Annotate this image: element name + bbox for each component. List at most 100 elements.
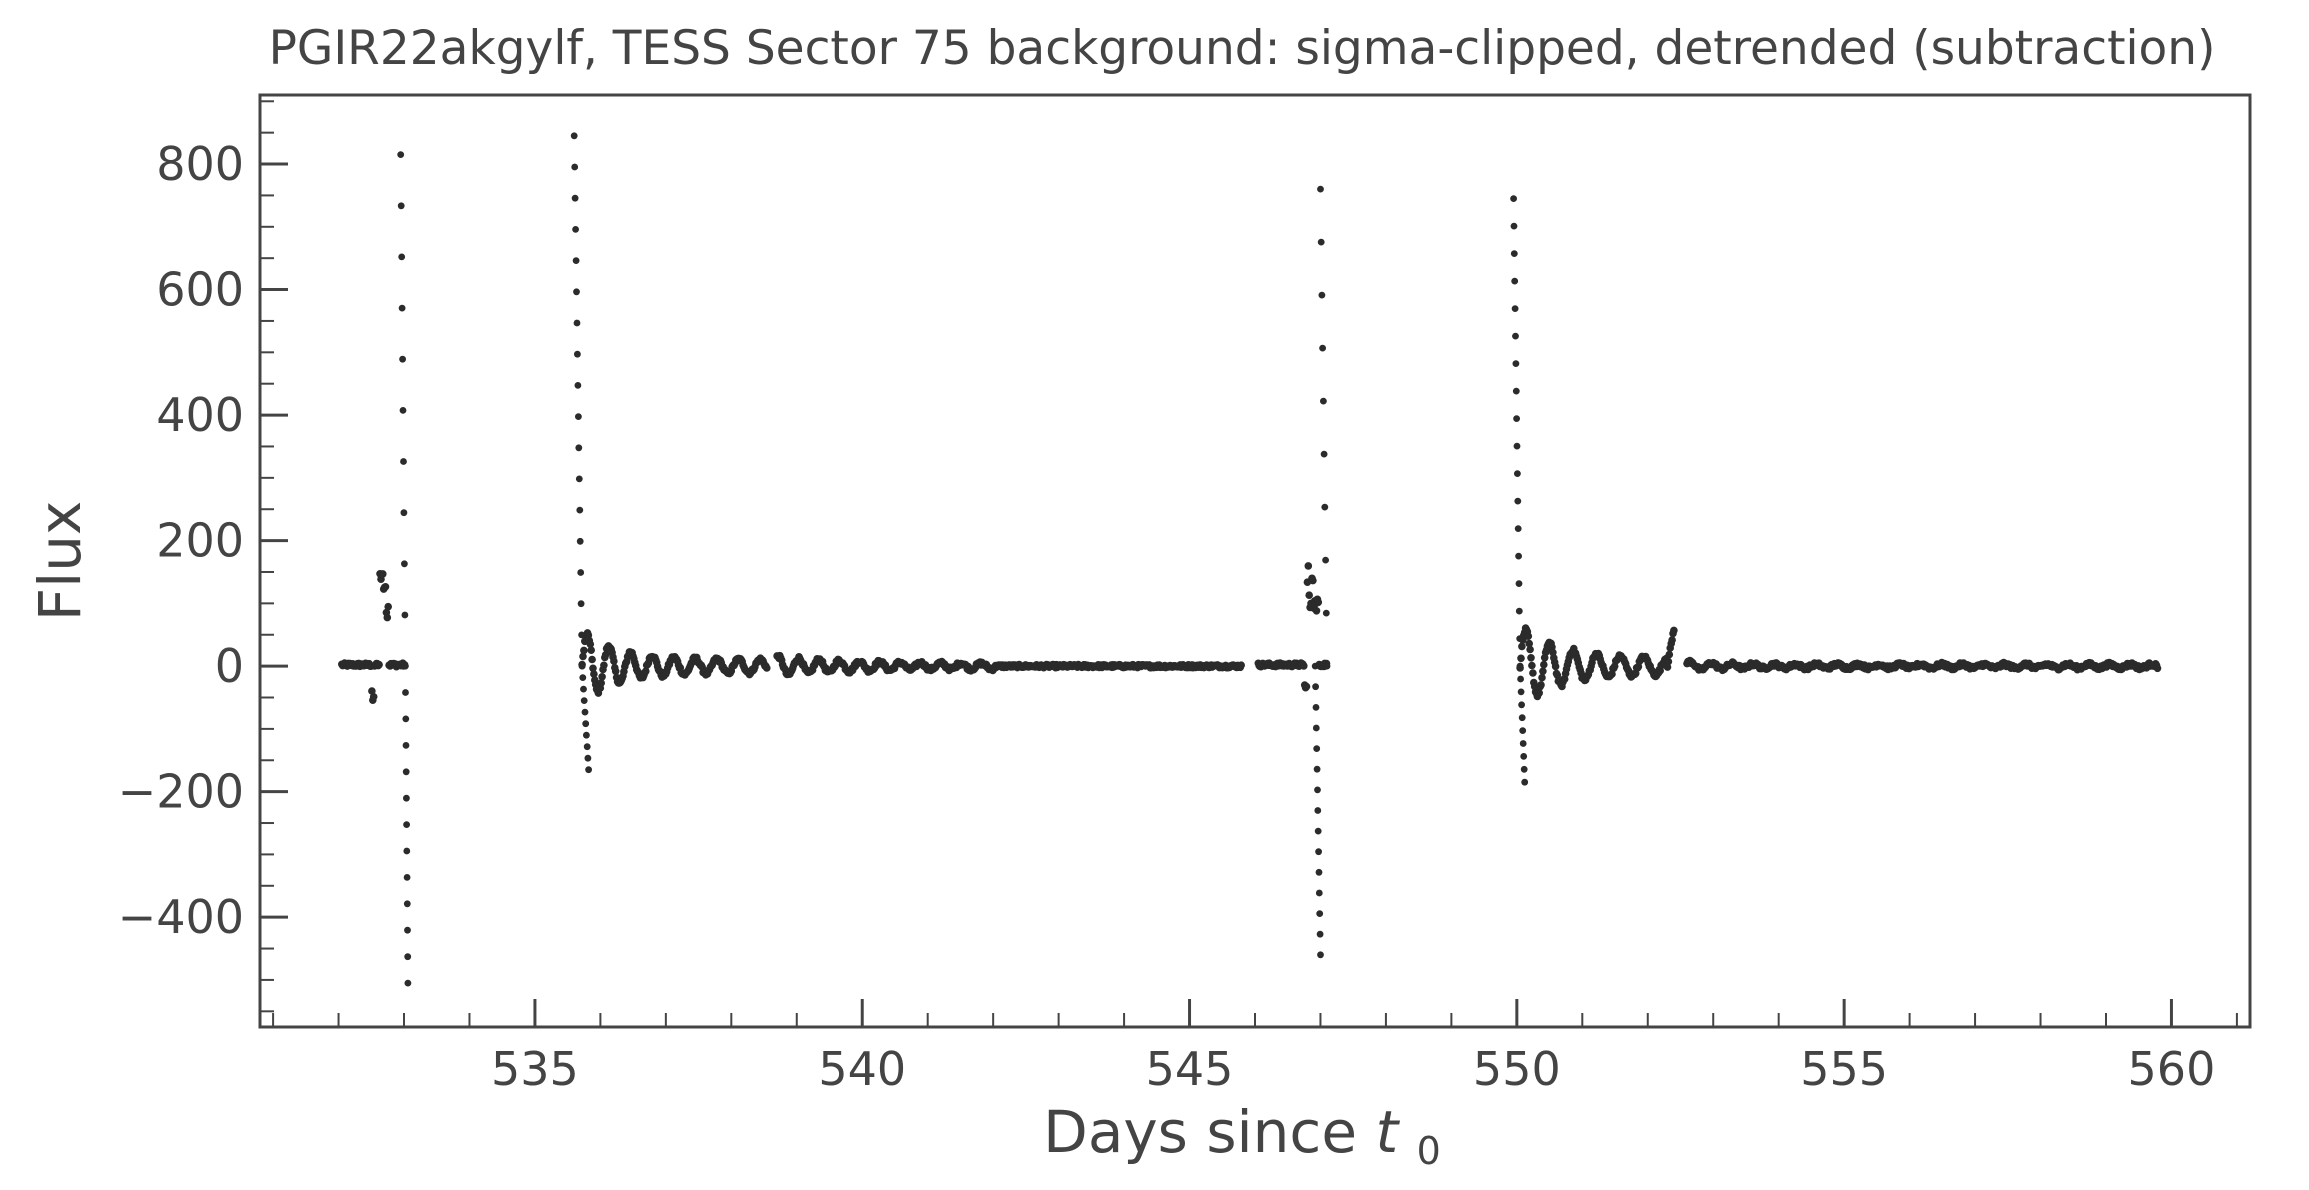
- data-point: [1304, 562, 1313, 570]
- x-tick-label: 555: [1800, 1042, 1888, 1096]
- data-point: [1521, 778, 1529, 786]
- y-axis-label: Flux: [26, 501, 94, 622]
- y-tick-label: 800: [156, 137, 244, 191]
- data-point: [400, 509, 408, 517]
- data-point: [402, 742, 410, 749]
- data-point: [398, 304, 406, 312]
- data-point: [1527, 654, 1535, 662]
- data-point: [1519, 740, 1527, 747]
- data-point: [403, 794, 410, 802]
- data-point: [1520, 753, 1528, 760]
- data-point: [1237, 661, 1245, 669]
- data-point: [1312, 724, 1320, 732]
- data-point: [1511, 305, 1519, 312]
- data-point: [1512, 360, 1520, 367]
- data-point: [1664, 657, 1673, 666]
- data-point: [584, 754, 592, 762]
- data-point: [398, 253, 406, 261]
- data-point: [384, 602, 393, 611]
- data-point: [1535, 689, 1543, 697]
- data-point: [1320, 450, 1328, 458]
- data-point: [583, 731, 590, 739]
- data-point: [1519, 727, 1527, 734]
- data-point: [597, 679, 605, 687]
- y-axis-ticks: −400 −200 0 200 400 600 800: [118, 100, 288, 1013]
- x-tick-label: 535: [491, 1042, 579, 1096]
- data-point: [1515, 607, 1523, 615]
- data-point: [1539, 667, 1547, 676]
- data-point: [401, 611, 409, 619]
- data-point: [400, 458, 407, 465]
- data-point: [399, 407, 407, 414]
- data-point: [1316, 910, 1324, 917]
- data-point: [1515, 552, 1522, 560]
- x-tick-label: 560: [2128, 1042, 2216, 1096]
- data-point: [375, 660, 383, 669]
- data-point: [577, 569, 585, 576]
- data-point: [1315, 889, 1323, 897]
- data-point: [1312, 704, 1320, 711]
- x-axis-label-subscript: 0: [1417, 1129, 1441, 1173]
- data-point: [404, 979, 412, 987]
- x-tick-label: 540: [818, 1042, 906, 1096]
- y-tick-label: 600: [156, 263, 244, 317]
- data-point: [1528, 661, 1536, 670]
- data-point: [401, 560, 408, 568]
- data-point: [379, 570, 387, 578]
- data-point: [381, 583, 390, 591]
- data-point: [404, 926, 411, 934]
- data-point: [1315, 868, 1323, 876]
- y-tick-label: 0: [215, 639, 244, 693]
- data-point: [1514, 525, 1522, 532]
- data-point: [1317, 951, 1324, 959]
- data-point: [1537, 681, 1545, 689]
- data-point: [1316, 930, 1324, 938]
- data-point: [1520, 765, 1528, 773]
- data-point: [572, 226, 579, 233]
- data-point: [397, 151, 405, 159]
- data-point: [1305, 591, 1313, 599]
- data-point: [401, 662, 409, 670]
- data-point: [1512, 332, 1519, 340]
- data-point: [1515, 580, 1523, 587]
- data-point: [610, 657, 618, 665]
- data-point: [1322, 609, 1330, 617]
- data-point: [1321, 503, 1329, 511]
- data-point: [588, 655, 596, 664]
- data-point: [1510, 250, 1518, 257]
- data-point: [1513, 442, 1521, 450]
- data-point: [589, 664, 597, 673]
- y-tick-label: −400: [118, 890, 244, 944]
- data-point: [576, 506, 584, 514]
- data-point: [1529, 669, 1537, 677]
- data-point: [575, 475, 583, 483]
- x-axis-label-math: t: [1375, 1098, 1400, 1166]
- data-point: [403, 847, 411, 855]
- data-point: [1665, 650, 1674, 659]
- data-point: [1314, 598, 1323, 607]
- data-point: [1670, 626, 1678, 635]
- data-point: [1319, 344, 1326, 352]
- data-point: [404, 953, 412, 961]
- plot-area: 535 540 545 550 555 560 −400 −200 0 200 400 600 800: [118, 93, 2252, 1096]
- data-point: [581, 708, 589, 716]
- data-point: [600, 661, 608, 670]
- data-point: [1517, 688, 1525, 696]
- data-point: [571, 163, 579, 171]
- y-tick-label: 400: [156, 388, 244, 442]
- data-point: [1312, 607, 1321, 615]
- data-point: [1553, 671, 1562, 680]
- data-point: [578, 631, 585, 639]
- data-point: [1514, 470, 1521, 477]
- data-point: [573, 319, 581, 327]
- data-point: [1314, 807, 1322, 814]
- data-point: [579, 674, 587, 681]
- data-point: [570, 132, 578, 140]
- data-point: [1517, 675, 1524, 683]
- data-point: [1512, 387, 1520, 395]
- data-point: [403, 874, 411, 881]
- data-point: [585, 766, 592, 774]
- data-point: [383, 613, 392, 622]
- data-point: [1314, 827, 1322, 835]
